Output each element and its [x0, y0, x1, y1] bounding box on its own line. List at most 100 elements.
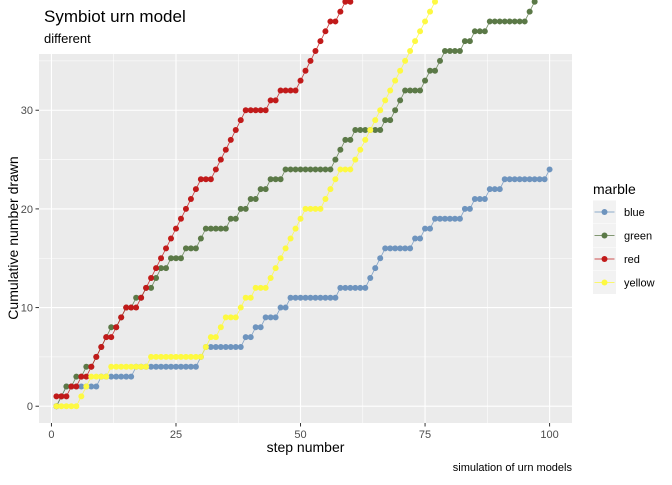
- data-point-yellow: [177, 353, 184, 360]
- data-point-green: [212, 225, 219, 232]
- data-point-blue: [337, 284, 344, 291]
- data-point-red: [63, 393, 70, 400]
- data-point-yellow: [103, 373, 110, 380]
- data-point-yellow: [367, 126, 374, 133]
- data-point-green: [466, 38, 473, 45]
- data-point-blue: [387, 245, 394, 252]
- data-point-yellow: [113, 363, 120, 370]
- data-point-yellow: [73, 403, 80, 410]
- data-point-yellow: [277, 255, 284, 262]
- legend-title: marble: [593, 181, 636, 197]
- data-point-blue: [541, 176, 548, 183]
- legend: marble blue green red yellow: [593, 181, 655, 294]
- data-point-blue: [422, 225, 429, 232]
- chart-subtitle: different: [44, 31, 91, 46]
- data-point-yellow: [287, 235, 294, 242]
- data-point-yellow: [362, 136, 369, 143]
- data-point-green: [342, 136, 349, 143]
- data-point-red: [177, 215, 184, 222]
- data-point-green: [108, 324, 115, 331]
- data-point-green: [501, 18, 508, 25]
- data-point-green: [511, 18, 518, 25]
- data-point-yellow: [272, 265, 279, 272]
- data-point-yellow: [182, 353, 189, 360]
- data-point-red: [163, 245, 170, 252]
- data-point-green: [277, 176, 284, 183]
- data-point-yellow: [83, 383, 90, 390]
- data-point-yellow: [327, 186, 334, 193]
- data-point-yellow: [63, 403, 70, 410]
- y-tick-label: 10: [21, 303, 33, 315]
- data-point-green: [362, 126, 369, 133]
- data-point-green: [437, 57, 443, 64]
- data-point-blue: [441, 215, 448, 222]
- data-point-red: [302, 67, 309, 74]
- data-point-yellow: [242, 294, 249, 301]
- data-point-blue: [88, 383, 95, 390]
- data-point-green: [292, 166, 299, 173]
- data-point-blue: [172, 363, 179, 370]
- data-point-blue: [247, 334, 254, 341]
- data-point-green: [377, 126, 384, 133]
- data-point-red: [257, 107, 264, 114]
- legend-key-red: red: [593, 247, 640, 271]
- data-point-blue: [262, 314, 269, 321]
- data-point-blue: [491, 186, 498, 193]
- y-tick-label: 20: [21, 204, 33, 216]
- data-point-yellow: [192, 353, 199, 360]
- data-point-red: [312, 48, 319, 55]
- data-point-blue: [521, 176, 528, 183]
- data-point-red: [347, 0, 354, 5]
- data-point-red: [73, 383, 80, 390]
- data-point-yellow: [387, 87, 394, 94]
- data-point-yellow: [108, 363, 115, 370]
- data-point-blue: [312, 294, 319, 301]
- data-point-yellow: [332, 176, 339, 183]
- data-point-green: [476, 28, 483, 35]
- legend-key-point: [601, 232, 608, 239]
- data-point-blue: [192, 363, 199, 370]
- data-point-blue: [392, 245, 399, 252]
- data-point-yellow: [153, 353, 160, 360]
- data-point-blue: [511, 176, 518, 183]
- data-point-red: [287, 87, 294, 94]
- data-point-green: [158, 265, 165, 272]
- data-point-blue: [501, 176, 508, 183]
- data-point-blue: [292, 294, 299, 301]
- data-point-blue: [466, 205, 473, 212]
- data-point-blue: [471, 196, 478, 203]
- data-point-yellow: [207, 334, 214, 341]
- data-point-green: [73, 373, 80, 380]
- data-point-yellow: [163, 353, 170, 360]
- data-point-green: [252, 196, 259, 203]
- data-point-blue: [322, 294, 329, 301]
- data-point-blue: [232, 344, 239, 351]
- data-point-red: [118, 314, 125, 321]
- data-point-yellow: [138, 363, 145, 370]
- data-point-blue: [158, 363, 165, 370]
- data-point-blue: [382, 245, 389, 252]
- data-point-green: [222, 225, 229, 232]
- x-tick-label: 0: [48, 429, 54, 441]
- data-point-yellow: [98, 373, 105, 380]
- data-point-blue: [227, 344, 234, 351]
- data-point-red: [247, 107, 254, 114]
- data-point-blue: [168, 363, 174, 370]
- data-point-green: [242, 205, 249, 212]
- data-point-red: [93, 353, 100, 360]
- data-point-red: [327, 18, 334, 25]
- data-point-yellow: [227, 314, 234, 321]
- data-point-green: [322, 166, 329, 173]
- data-point-red: [272, 97, 279, 104]
- data-point-red: [237, 117, 244, 124]
- data-point-green: [217, 225, 224, 232]
- legend-key-green: green: [593, 224, 652, 247]
- data-point-yellow: [257, 284, 264, 291]
- data-point-blue: [437, 215, 443, 222]
- data-point-yellow: [232, 314, 239, 321]
- data-point-red: [202, 176, 209, 183]
- data-point-blue: [451, 215, 458, 222]
- data-point-blue: [486, 186, 493, 193]
- data-point-blue: [461, 205, 468, 212]
- data-point-blue: [476, 196, 483, 203]
